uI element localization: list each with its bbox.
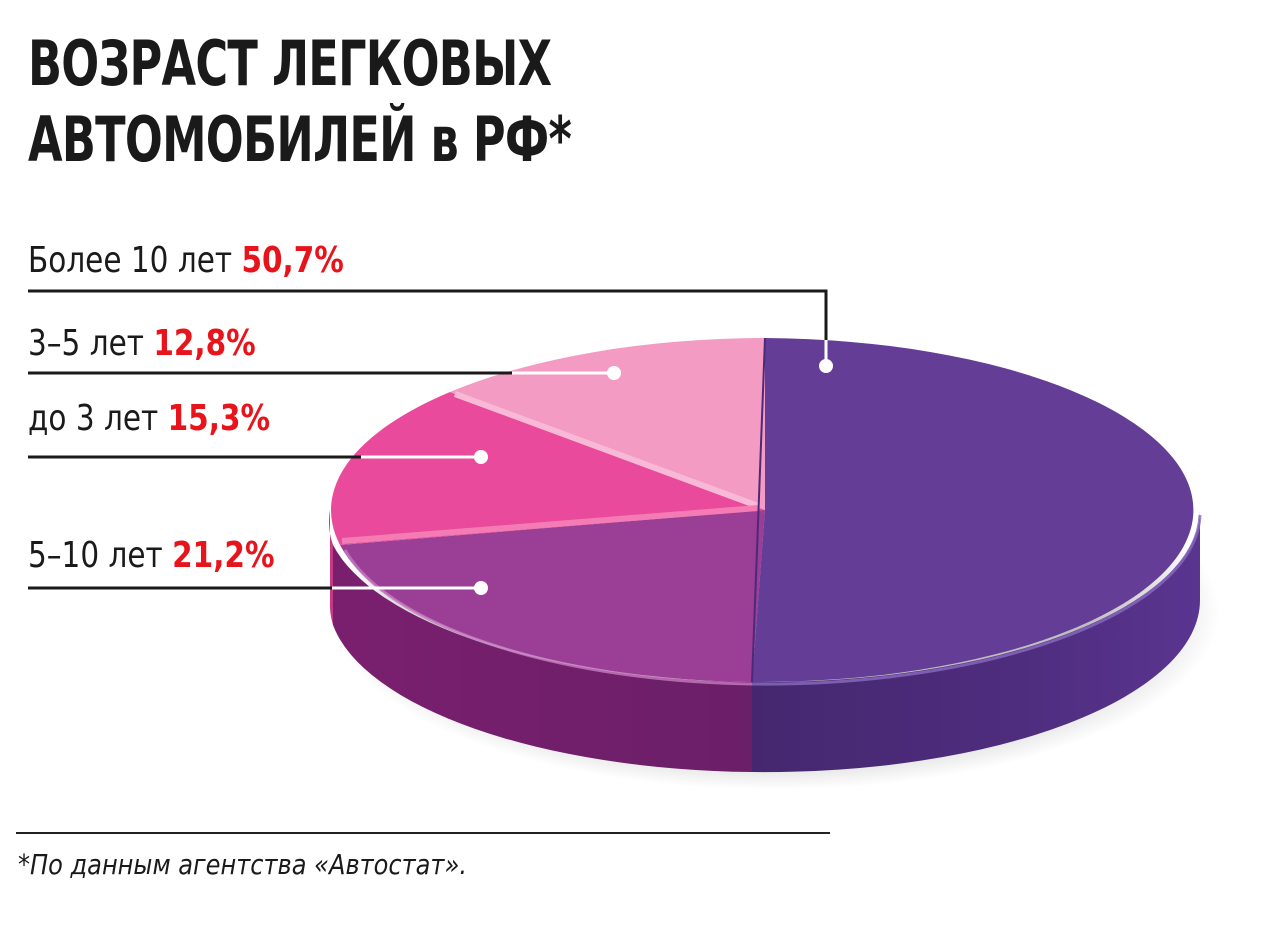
pie-side-upto-3 [328,510,333,625]
label-text: Более 10 лет [28,240,233,281]
label-percent: 15,3% [167,398,271,439]
rim-highlight [751,514,1202,686]
leader-line-5-10 [28,581,488,595]
slice-3-5[interactable] [450,338,765,510]
chart-title: ВОЗРАСТ ЛЕГКОВЫХ АВТОМОБИЛЕЙ в РФ* [28,26,572,178]
leader-line-upto-3 [28,450,488,464]
rim-highlight [343,549,753,686]
leader-line-more-10 [28,289,833,373]
label-percent: 50,7% [241,240,344,281]
label-more-10: Более 10 лет 50,7% [28,240,344,281]
chart-title-line2: АВТОМОБИЛЕЙ в РФ* [28,103,572,176]
footnote-divider [16,832,830,834]
label-percent: 21,2% [172,535,275,576]
label-text: 5–10 лет [28,535,163,576]
label-text: 3–5 лет [28,323,144,364]
label-5-10: 5–10 лет 21,2% [28,535,275,576]
label-upto-3: до 3 лет 15,3% [28,398,270,439]
label-text: до 3 лет [28,398,159,439]
slice-divider [751,337,766,683]
chart-title-line1: ВОЗРАСТ ЛЕГКОВЫХ [28,27,552,100]
footnote: *По данным агентства «Автостат». [18,848,467,881]
slice-divider [341,505,759,544]
slice-divider [453,391,760,509]
slice-upto-3[interactable] [331,392,765,545]
pie-side-5-10 [333,545,752,772]
label-3-5: 3–5 лет 12,8% [28,323,256,364]
slice-more-10[interactable] [752,338,1194,683]
leader-line-3-5 [28,366,621,380]
label-percent: 12,8% [153,323,256,364]
slice-5-10[interactable] [340,510,765,682]
pie-side-more-10 [752,510,1201,773]
